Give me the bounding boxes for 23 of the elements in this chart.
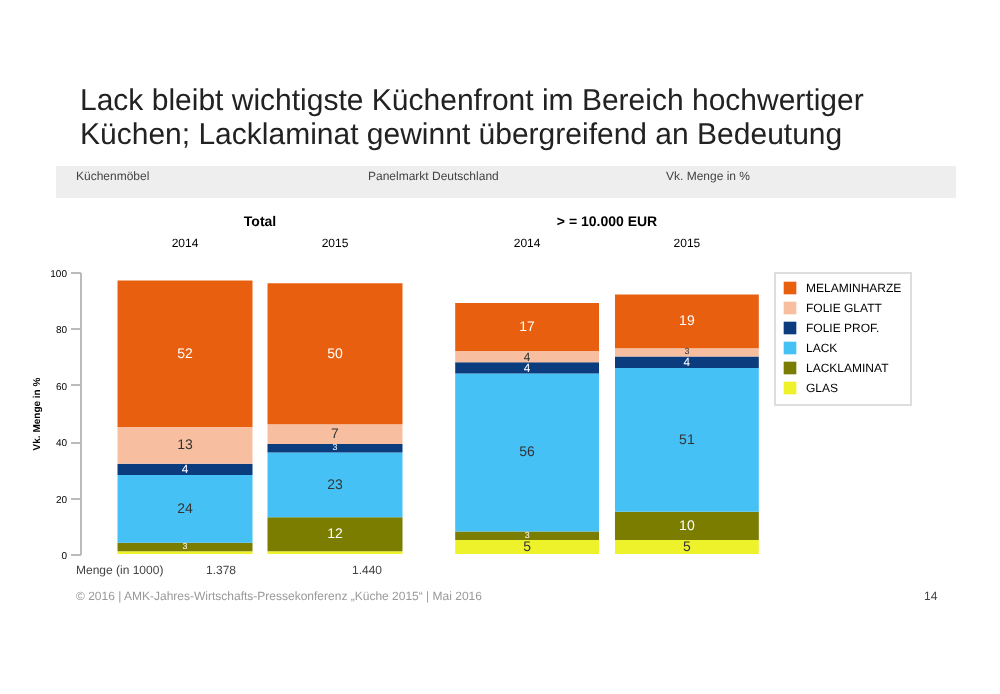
bar: [117, 280, 253, 428]
bar: [614, 539, 759, 554]
bar: [455, 539, 600, 554]
bar: [117, 542, 253, 552]
bar: [614, 356, 759, 368]
bar: [117, 463, 253, 476]
bar: [455, 531, 600, 540]
bar: [117, 475, 253, 543]
bar: [267, 283, 403, 425]
bar: [267, 452, 403, 518]
bar: [455, 350, 600, 363]
bar: [117, 427, 253, 464]
text: Lack bleibt wichtigste Küchenfront im Bereich hochwertiger Küchen; Lacklaminat gewinnt übergreifend an Bedeutung: [80, 84, 866, 152]
bar: [267, 424, 403, 445]
bar: [455, 362, 600, 374]
bar: [455, 373, 600, 532]
bar: [267, 517, 403, 552]
bar: [455, 303, 600, 351]
bar: [614, 367, 759, 512]
bar: [267, 444, 403, 453]
bar: [614, 294, 759, 349]
bar: [614, 348, 759, 357]
bar: [614, 511, 759, 540]
